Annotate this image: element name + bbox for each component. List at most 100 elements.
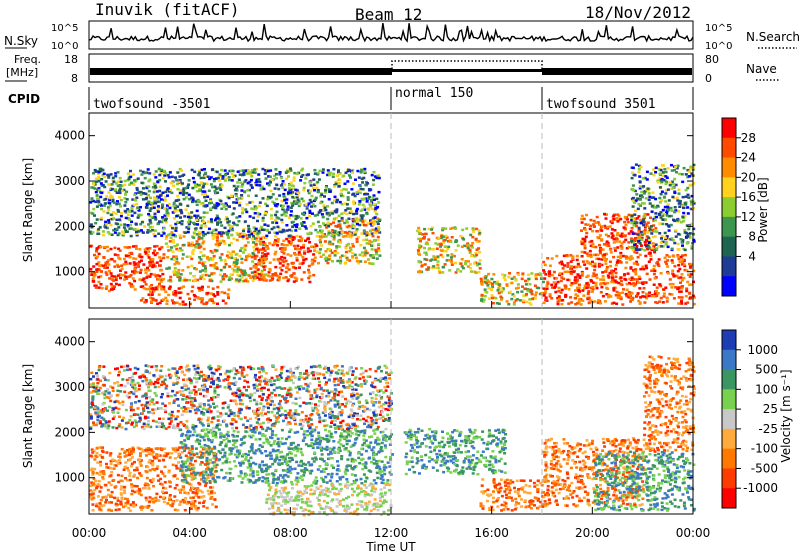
- velocity-cell: [133, 490, 137, 494]
- power-cell: [569, 260, 573, 263]
- velocity-cell: [141, 450, 145, 453]
- power-cell: [612, 241, 616, 244]
- power-cell: [537, 286, 541, 290]
- power-cell: [547, 274, 551, 278]
- power-cell: [157, 293, 161, 296]
- power-cell: [661, 164, 665, 167]
- power-cell: [575, 286, 579, 290]
- velocity-cell: [139, 447, 143, 451]
- power-cell: [104, 263, 108, 267]
- power-cell: [177, 180, 181, 184]
- power-cell: [210, 220, 214, 223]
- power-cell: [674, 235, 678, 238]
- power-cell: [232, 207, 236, 210]
- power-cell: [173, 301, 177, 305]
- velocity-cell: [112, 478, 116, 482]
- power-cell: [310, 263, 314, 266]
- power-cell: [196, 214, 200, 218]
- power-cell: [653, 250, 657, 254]
- velocity-cell: [153, 468, 157, 472]
- velocity-cell: [191, 486, 195, 489]
- power-cell: [635, 245, 639, 248]
- power-cell: [632, 238, 636, 241]
- power-cell: [231, 169, 235, 173]
- velocity-cell: [151, 479, 155, 482]
- velocity-cell: [352, 443, 356, 447]
- power-cell: [285, 243, 289, 247]
- power-cell: [165, 302, 169, 305]
- power-cell: [141, 170, 145, 174]
- power-cell: [419, 237, 423, 241]
- power-cell: [246, 189, 250, 192]
- velocity-cell: [162, 500, 166, 504]
- velocity-cell: [178, 503, 182, 506]
- power-cell: [648, 202, 652, 205]
- power-cell: [164, 296, 168, 300]
- power-cell: [319, 255, 323, 258]
- power-cell: [287, 234, 291, 238]
- power-cell: [682, 211, 686, 215]
- power-cell: [213, 266, 217, 270]
- velocity-cell: [114, 460, 118, 463]
- velocity-cell: [124, 497, 127, 500]
- power-cell: [191, 176, 195, 180]
- power-cell: [330, 251, 334, 254]
- power-cell: [107, 219, 111, 222]
- power-cell: [340, 202, 344, 206]
- power-cell: [377, 249, 381, 253]
- power-cell: [688, 183, 692, 187]
- velocity-cell: [109, 466, 113, 470]
- power-cell: [218, 174, 222, 178]
- power-cell: [319, 236, 323, 239]
- power-cell: [97, 286, 101, 289]
- power-cell: [199, 258, 203, 261]
- power-cell: [682, 276, 686, 280]
- power-cell: [197, 230, 201, 234]
- power-cell: [439, 242, 443, 246]
- power-cell: [92, 265, 96, 268]
- power-cell: [151, 298, 155, 301]
- power-cell: [358, 200, 362, 203]
- power-cell: [103, 246, 107, 249]
- power-cell: [264, 236, 268, 239]
- velocity-cell: [150, 509, 154, 512]
- power-cell: [253, 257, 257, 260]
- velocity-cell: [281, 455, 285, 458]
- velocity-cell: [113, 496, 116, 500]
- power-cell: [665, 210, 669, 213]
- velocity-cell: [175, 467, 179, 470]
- power-cell: [583, 244, 587, 247]
- power-cell: [150, 201, 153, 205]
- power-cell: [161, 191, 165, 194]
- power-cell: [287, 240, 291, 243]
- power-cell: [174, 229, 178, 232]
- power-cell: [271, 273, 275, 276]
- power-cell: [493, 280, 496, 284]
- power-cell: [377, 201, 381, 204]
- velocity-cell: [161, 458, 165, 462]
- power-cell: [197, 174, 201, 177]
- power-cell: [158, 264, 162, 267]
- velocity-cell: [216, 475, 220, 479]
- power-cell: [128, 210, 132, 213]
- power-cell: [295, 225, 299, 229]
- velocity-cell: [157, 499, 161, 502]
- power-cell: [123, 183, 127, 187]
- power-cell: [191, 241, 194, 244]
- power-cell: [146, 254, 150, 257]
- power-cell: [114, 175, 118, 178]
- power-cell: [94, 286, 98, 289]
- velocity-cell: [151, 462, 155, 465]
- power-cell: [467, 244, 470, 247]
- power-cell: [664, 170, 668, 174]
- power-cell: [232, 268, 236, 272]
- power-cell: [664, 240, 668, 244]
- power-cell: [313, 168, 317, 172]
- power-cell: [371, 183, 375, 186]
- power-cell: [596, 230, 600, 233]
- power-cell: [323, 195, 326, 198]
- power-cell: [615, 302, 619, 305]
- power-cell: [286, 208, 290, 211]
- power-cell: [156, 180, 160, 184]
- power-cell: [261, 247, 265, 250]
